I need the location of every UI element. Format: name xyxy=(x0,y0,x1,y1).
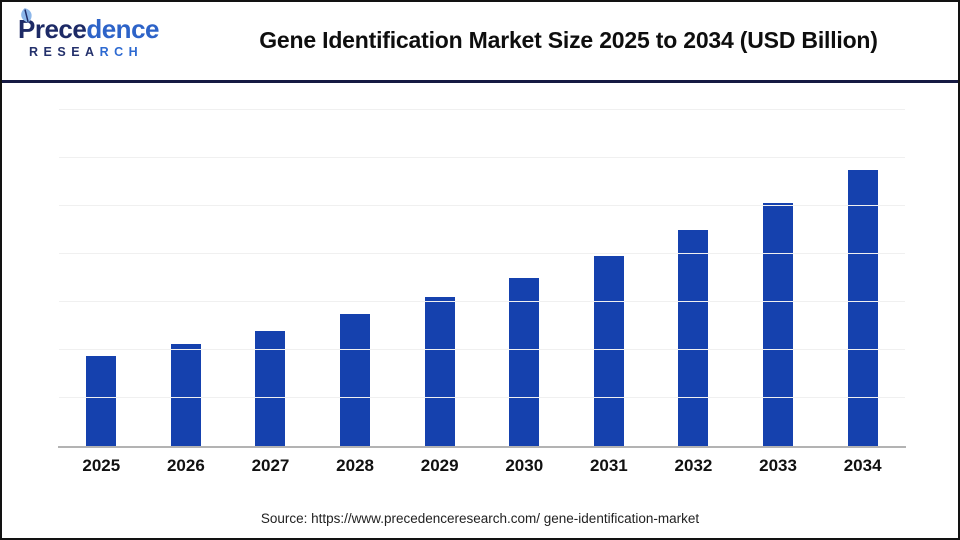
leaf-icon xyxy=(21,8,32,23)
bar-slot-2032 xyxy=(651,110,736,446)
x-label-2029: 2029 xyxy=(420,456,459,475)
x-label-2033: 2033 xyxy=(759,456,797,475)
header-divider xyxy=(2,80,958,83)
bar-2027 xyxy=(255,331,286,446)
logo-subtitle-dark: RESEA xyxy=(29,44,100,59)
bar-slot-2027 xyxy=(228,110,313,446)
bar-slot-2026 xyxy=(144,110,229,446)
bar-2026 xyxy=(170,344,201,446)
bar-slot-2034 xyxy=(820,110,905,446)
bar-slot-2030 xyxy=(482,110,567,446)
bar-slot-2025 xyxy=(59,110,144,446)
x-label-2032: 2032 xyxy=(674,456,713,475)
bar-2034 xyxy=(847,170,878,446)
header: Precedence RESEARCH Gene Identification … xyxy=(2,2,958,79)
logo-word-light: dence xyxy=(86,14,159,44)
gridline xyxy=(59,301,905,302)
gridline xyxy=(59,397,905,398)
bar-slot-2033 xyxy=(736,110,821,446)
x-label-2027: 2027 xyxy=(251,456,290,475)
gridline xyxy=(59,157,905,158)
x-axis-labels: 2025 2026 2027 2028 2029 2030 2031 2032 2033 2034 xyxy=(59,456,905,476)
bar-2029 xyxy=(424,297,455,446)
bar-slot-2029 xyxy=(397,110,482,446)
x-label-2030: 2030 xyxy=(505,456,544,475)
plot-area xyxy=(58,109,906,448)
bar-2031 xyxy=(593,255,624,446)
x-axis-line xyxy=(58,446,906,448)
bar-2028 xyxy=(340,314,371,446)
logo-wordmark: Precedence xyxy=(18,8,183,44)
x-label-2026: 2026 xyxy=(166,456,205,475)
gridline xyxy=(59,253,905,254)
logo-subtitle-light: RCH xyxy=(99,44,144,59)
bar-slot-2028 xyxy=(313,110,398,446)
logo-subtitle: RESEARCH xyxy=(29,44,183,59)
bar-2025 xyxy=(86,356,117,446)
bar-2032 xyxy=(678,230,709,446)
chart-title: Gene Identification Market Size 2025 to … xyxy=(259,27,878,53)
x-label-2034: 2034 xyxy=(843,456,882,475)
source-citation: Source: https://www.precedenceresearch.c… xyxy=(260,511,700,526)
bar-2030 xyxy=(509,278,540,446)
gridline xyxy=(59,349,905,350)
gridline xyxy=(59,205,905,206)
bar-2033 xyxy=(763,202,794,446)
x-label-2031: 2031 xyxy=(589,456,628,475)
x-label-2028: 2028 xyxy=(336,456,374,475)
precedence-research-logo: Precedence RESEARCH xyxy=(18,8,183,59)
x-label-2025: 2025 xyxy=(82,456,121,475)
bar-slot-2031 xyxy=(567,110,652,446)
gridline xyxy=(59,109,905,110)
